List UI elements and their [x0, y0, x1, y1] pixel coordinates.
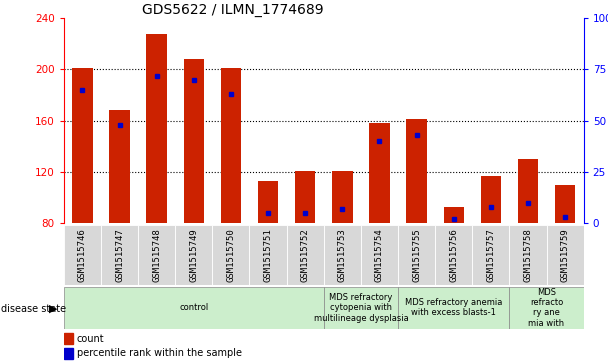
Bar — [64, 287, 323, 329]
Bar — [518, 159, 538, 223]
Bar — [443, 207, 464, 223]
Text: MDS
refracto
ry ane
mia with: MDS refracto ry ane mia with — [528, 287, 565, 328]
Bar — [101, 225, 138, 285]
Text: GSM1515747: GSM1515747 — [115, 228, 124, 282]
Bar — [332, 171, 353, 223]
Bar — [258, 181, 278, 223]
Bar — [361, 225, 398, 285]
Bar — [323, 225, 361, 285]
Text: GSM1515751: GSM1515751 — [263, 228, 272, 282]
Bar — [212, 225, 249, 285]
Bar — [398, 225, 435, 285]
Bar — [64, 333, 73, 344]
Bar — [221, 68, 241, 223]
Text: GSM1515755: GSM1515755 — [412, 228, 421, 282]
Bar — [369, 123, 390, 223]
Bar — [72, 68, 92, 223]
Bar — [323, 287, 398, 329]
Bar — [109, 110, 130, 223]
Text: GSM1515758: GSM1515758 — [523, 228, 533, 282]
Text: ▶: ▶ — [49, 303, 58, 314]
Bar — [398, 287, 510, 329]
Bar — [435, 225, 472, 285]
Text: disease state: disease state — [1, 303, 66, 314]
Text: GSM1515750: GSM1515750 — [226, 228, 235, 282]
Bar — [295, 171, 316, 223]
Text: GSM1515752: GSM1515752 — [301, 228, 309, 282]
Bar — [406, 119, 427, 223]
Text: GSM1515749: GSM1515749 — [189, 228, 198, 282]
Text: GSM1515757: GSM1515757 — [486, 228, 496, 282]
Text: control: control — [179, 303, 209, 312]
Bar — [547, 225, 584, 285]
Text: MDS refractory anemia
with excess blasts-1: MDS refractory anemia with excess blasts… — [405, 298, 502, 317]
Bar — [184, 59, 204, 223]
Bar — [175, 225, 212, 285]
Text: percentile rank within the sample: percentile rank within the sample — [77, 348, 242, 359]
Bar — [481, 176, 501, 223]
Text: GSM1515759: GSM1515759 — [561, 228, 570, 282]
Text: GSM1515756: GSM1515756 — [449, 228, 458, 282]
Bar — [249, 225, 286, 285]
Text: GDS5622 / ILMN_1774689: GDS5622 / ILMN_1774689 — [142, 3, 323, 17]
Text: count: count — [77, 334, 105, 344]
Bar — [147, 33, 167, 223]
Bar — [510, 225, 547, 285]
Bar — [64, 225, 101, 285]
Bar — [64, 348, 73, 359]
Text: GSM1515753: GSM1515753 — [338, 228, 347, 282]
Bar — [286, 225, 323, 285]
Text: GSM1515748: GSM1515748 — [152, 228, 161, 282]
Bar — [510, 287, 584, 329]
Bar — [555, 185, 575, 223]
Text: MDS refractory
cytopenia with
multilineage dysplasia: MDS refractory cytopenia with multilinea… — [314, 293, 408, 323]
Text: GSM1515746: GSM1515746 — [78, 228, 87, 282]
Text: GSM1515754: GSM1515754 — [375, 228, 384, 282]
Bar — [138, 225, 175, 285]
Bar — [472, 225, 510, 285]
